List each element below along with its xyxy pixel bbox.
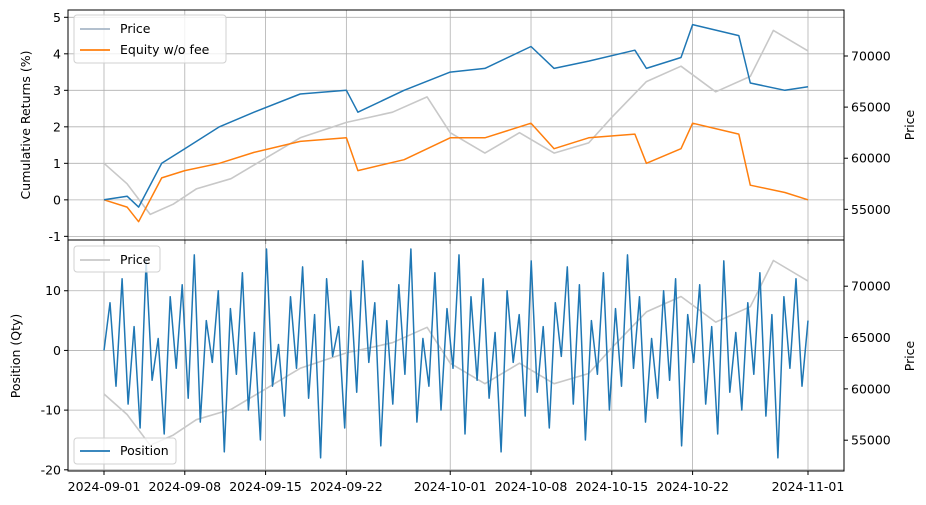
x-tick-label: 2024-10-08	[495, 479, 568, 494]
y2-tick-label: 70000	[851, 279, 891, 294]
bottom-series-group	[103, 248, 809, 459]
legend-bottom-price-label: Price	[120, 252, 151, 267]
bottom-right-y-ticks: 55000 60000 65000 70000	[844, 279, 891, 448]
y2-tick-label: 65000	[851, 330, 891, 345]
bottom-legend-position: Position	[73, 437, 177, 465]
bottom-left-y-ticks: -20 -10 0 10	[41, 283, 68, 477]
y2-tick-label: 60000	[851, 381, 891, 396]
y-tick-label: 5	[53, 10, 61, 25]
top-y-axis-title: Cumulative Returns (%)	[18, 51, 33, 200]
top-right-y-ticks: 55000 60000 65000 70000	[844, 49, 891, 217]
x-tick-label: 2024-09-22	[310, 479, 383, 494]
y-tick-label: -10	[41, 403, 61, 418]
bottom-y-axis-title: Position (Qty)	[8, 314, 23, 399]
y-tick-label: 0	[53, 192, 61, 207]
y-tick-label: -1	[49, 229, 61, 244]
y2-tick-label: 60000	[851, 151, 891, 166]
legend-position-label: Position	[120, 443, 169, 458]
y2-tick-label: 65000	[851, 100, 891, 115]
top-x-ticks	[103, 240, 809, 244]
y-tick-label: 1	[53, 156, 61, 171]
x-tick-label: 2024-10-22	[656, 479, 729, 494]
x-tick-label: 2024-09-08	[148, 479, 221, 494]
y-tick-label: 10	[45, 283, 61, 298]
x-tick-label: 2024-10-15	[575, 479, 648, 494]
y2-tick-label: 70000	[851, 49, 891, 64]
series-line-position	[103, 248, 809, 459]
y-tick-label: 3	[53, 83, 61, 98]
series-line-strategy	[103, 23, 809, 208]
x-tick-label: 2024-09-15	[229, 479, 302, 494]
x-tick-label: 2024-09-01	[68, 479, 141, 494]
y2-tick-label: 55000	[851, 202, 891, 217]
y-tick-label: 4	[53, 46, 61, 61]
bottom-y2-axis-title: Price	[902, 340, 917, 371]
bottom-panel: -20 -10 0 10 55000 60000 65000 70000 2024-09-0…	[8, 239, 917, 494]
y2-tick-label: 55000	[851, 433, 891, 448]
legend-price-label: Price	[120, 21, 151, 36]
x-tick-label: 2024-11-01	[772, 479, 845, 494]
x-tick-label: 2024-10-01	[414, 479, 487, 494]
legend-equity-label: Equity w/o fee	[120, 42, 210, 57]
top-left-y-ticks: -1 0 1 2 3 4 5	[49, 10, 68, 244]
y-tick-label: 2	[53, 119, 61, 134]
series-line-price	[103, 259, 809, 447]
top-series-group	[103, 23, 809, 223]
series-line-equity-w-o-fee	[103, 122, 809, 223]
series-line-price	[103, 29, 809, 216]
top-legend: Price Equity w/o fee	[73, 14, 227, 64]
bottom-plot-frame	[67, 239, 845, 472]
y-tick-label: 0	[53, 343, 61, 358]
bottom-legend-price: Price	[73, 245, 161, 273]
y-tick-label: -20	[41, 462, 61, 477]
bottom-x-ticks: 2024-09-01 2024-09-08 2024-09-15 2024-09-22…	[68, 471, 845, 494]
top-y2-axis-title: Price	[902, 109, 917, 140]
top-panel: -1 0 1 2 3 4 5 55000 60000 65000 70000 Cumulative…	[18, 9, 917, 244]
